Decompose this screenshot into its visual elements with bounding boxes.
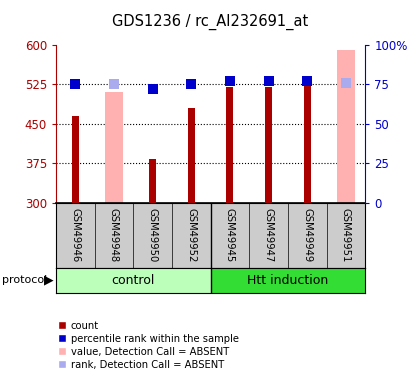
FancyBboxPatch shape [56,268,210,292]
Text: GSM49946: GSM49946 [71,208,81,262]
Text: GSM49949: GSM49949 [302,208,312,262]
Bar [304,84,311,203]
Text: control: control [112,274,155,287]
Text: GSM49952: GSM49952 [186,208,196,262]
Text: GSM49950: GSM49950 [148,208,158,262]
Bar [188,108,195,202]
Text: protocol: protocol [2,275,51,285]
Text: GDS1236 / rc_AI232691_at: GDS1236 / rc_AI232691_at [112,14,309,30]
Text: GSM49951: GSM49951 [341,208,351,262]
Text: Htt induction: Htt induction [247,274,329,287]
Text: GSM49947: GSM49947 [264,208,273,262]
Bar [227,87,233,202]
Bar [72,116,79,202]
Bar [149,159,156,203]
Bar [337,50,354,202]
Legend: count, percentile rank within the sample, value, Detection Call = ABSENT, rank, : count, percentile rank within the sample… [57,321,239,370]
Bar [265,87,272,202]
Bar [105,92,123,202]
Text: ▶: ▶ [44,274,54,287]
Text: GSM49948: GSM49948 [109,208,119,262]
Text: GSM49945: GSM49945 [225,208,235,262]
